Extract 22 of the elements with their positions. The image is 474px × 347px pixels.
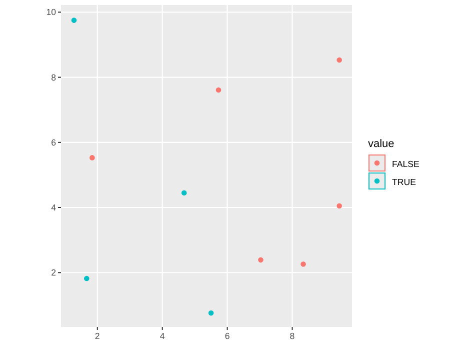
point (84, 276, 90, 282)
point (71, 18, 77, 23)
x-tick-label: 2 (94, 331, 100, 341)
legend-title: value (368, 138, 394, 150)
point (258, 257, 264, 263)
y-tick-label: 2 (51, 268, 56, 278)
y-tick-label: 6 (51, 137, 56, 148)
point (90, 155, 95, 160)
x-tick-label: 8 (290, 331, 295, 341)
point (300, 262, 306, 267)
point (336, 57, 342, 63)
point (336, 203, 342, 209)
legend-label: FALSE (392, 159, 420, 169)
y-tick-label: 4 (51, 202, 56, 213)
legend-label: TRUE (392, 177, 416, 187)
y-tick-label: 8 (51, 72, 56, 82)
point (216, 87, 222, 93)
point (208, 310, 214, 316)
y-tick-label: 10 (46, 7, 56, 18)
x-tick-label: 6 (224, 331, 230, 341)
point (181, 190, 187, 196)
x-tick-label: 4 (160, 331, 165, 341)
